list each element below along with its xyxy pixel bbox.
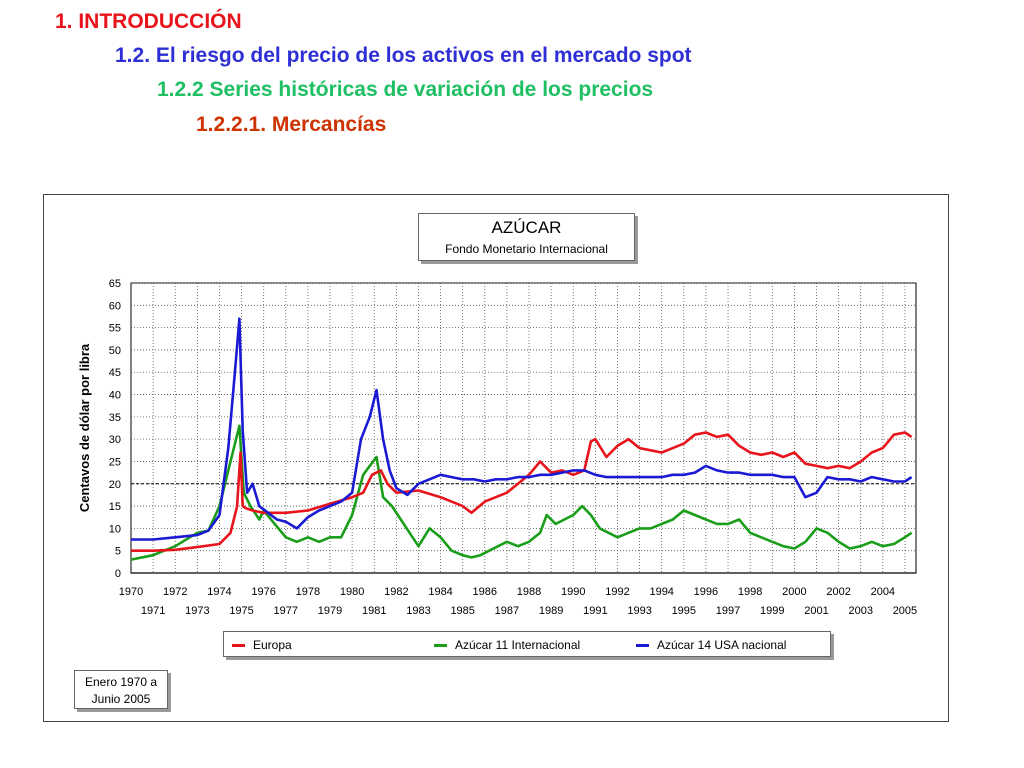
x-tick-label: 1975 [229, 605, 253, 617]
x-tick-label: 1970 [119, 586, 143, 598]
y-tick-label: 30 [109, 434, 121, 446]
x-tick-label: 1989 [539, 605, 563, 617]
series-line-azucar-14 [131, 317, 913, 541]
x-tick-label: 2003 [848, 605, 872, 617]
y-tick-label: 15 [109, 501, 121, 513]
legend-item-azucar-14: Azúcar 14 USA nacional [636, 632, 786, 658]
heading-introduccion: 1. INTRODUCCIÓN [55, 10, 242, 33]
x-tick-label: 1995 [672, 605, 696, 617]
series-line-azucar-11 [130, 424, 913, 561]
y-tick-label: 45 [109, 367, 121, 379]
x-tick-label: 1987 [495, 605, 519, 617]
x-tick-label: 1986 [473, 586, 497, 598]
x-tick-label: 1988 [517, 586, 541, 598]
chart-title-box: AZÚCAR Fondo Monetario Internacional [418, 213, 635, 261]
heading-series-historicas: 1.2.2 Series históricas de variación de … [157, 78, 654, 101]
x-tick-label: 1997 [716, 605, 740, 617]
x-tick-label: 1985 [450, 605, 474, 617]
x-tick-label: 2001 [804, 605, 828, 617]
legend-swatch-azucar-11 [434, 643, 447, 647]
x-tick-label: 1983 [406, 605, 430, 617]
x-tick-label: 1980 [340, 586, 364, 598]
x-tick-label: 1984 [428, 586, 452, 598]
legend-label-europa: Europa [253, 638, 292, 652]
x-tick-label: 1973 [185, 605, 209, 617]
legend-item-europa: Europa [232, 632, 292, 658]
x-tick-label: 1977 [274, 605, 298, 617]
chart-frame: 0 5 10 15 20 25 30 35 40 45 50 55 60 65 1970 1972 1974 19… [43, 194, 949, 722]
x-tick-label: 1992 [605, 586, 629, 598]
date-range-box: Enero 1970 a Junio 2005 [74, 670, 168, 709]
y-tick-label: 0 [115, 568, 121, 580]
series-line-europa [131, 431, 913, 553]
chart-title: AZÚCAR [491, 218, 562, 237]
heading-riesgo-precio: 1.2. El riesgo del precio de los activos… [115, 44, 692, 67]
x-tick-label: 1971 [141, 605, 165, 617]
legend-swatch-europa [232, 643, 245, 647]
x-tick-label: 1974 [207, 586, 231, 598]
x-tick-label: 2004 [871, 586, 895, 598]
date-range-line2: Junio 2005 [91, 692, 151, 706]
heading-mercancias: 1.2.2.1. Mercancías [196, 113, 387, 136]
x-tick-label: 1978 [296, 586, 320, 598]
legend-label-azucar-14: Azúcar 14 USA nacional [657, 638, 787, 652]
date-range-line1: Enero 1970 a [84, 675, 158, 689]
legend-item-azucar-11: Azúcar 11 Internacional [434, 632, 580, 658]
y-tick-label: 35 [109, 412, 121, 424]
x-tick-label: 1996 [694, 586, 718, 598]
chart-subtitle: Fondo Monetario Internacional [445, 242, 608, 256]
x-tick-label: 1994 [649, 586, 673, 598]
x-tick-label: 2000 [782, 586, 806, 598]
x-tick-label: 2005 [893, 605, 917, 617]
x-tick-label: 1981 [362, 605, 386, 617]
x-tick-label: 1991 [583, 605, 607, 617]
legend-swatch-azucar-14 [636, 643, 649, 647]
y-tick-label: 65 [109, 278, 121, 290]
plot-area [130, 282, 917, 574]
x-tick-label: 1976 [251, 586, 275, 598]
y-tick-label: 55 [109, 323, 121, 335]
y-tick-label: 25 [109, 456, 121, 468]
chart-legend: Europa Azúcar 11 Internacional Azúcar 14… [223, 631, 831, 657]
chart-svg: 0 5 10 15 20 25 30 35 40 45 50 55 60 65 1970 1972 1974 19… [77, 278, 917, 617]
y-tick-label: 50 [109, 345, 121, 357]
y-axis-label: Centavos de dólar por libra [77, 343, 92, 512]
x-tick-label: 1972 [163, 586, 187, 598]
x-tick-label: 1979 [318, 605, 342, 617]
y-tick-label: 40 [109, 390, 121, 402]
y-tick-label: 5 [115, 546, 121, 558]
x-tick-label: 1998 [738, 586, 762, 598]
x-tick-label: 1982 [384, 586, 408, 598]
x-tick-label: 2002 [826, 586, 850, 598]
x-tick-label: 1999 [760, 605, 784, 617]
y-tick-label: 20 [109, 479, 121, 491]
x-tick-label: 1990 [561, 586, 585, 598]
y-tick-label: 60 [109, 300, 121, 312]
x-tick-label: 1993 [627, 605, 651, 617]
legend-label-azucar-11: Azúcar 11 Internacional [455, 638, 581, 652]
y-tick-label: 10 [109, 523, 121, 535]
